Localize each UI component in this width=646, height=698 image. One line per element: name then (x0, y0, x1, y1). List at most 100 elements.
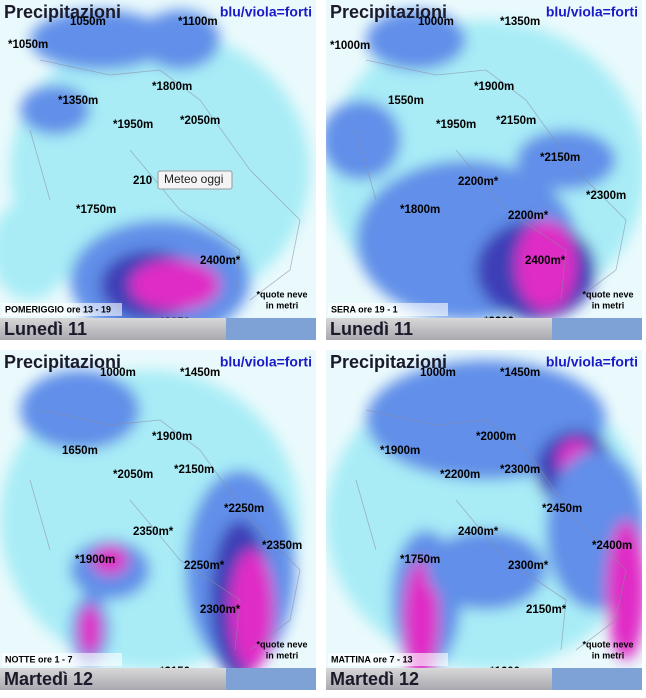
panel-legend: blu/viola=forti (546, 354, 638, 370)
snow-level-label: *1900m (380, 445, 420, 457)
period-label: NOTTE ore 1 - 7 (5, 654, 73, 664)
snow-note: in metri (592, 650, 625, 660)
panel-legend: blu/viola=forti (220, 4, 312, 20)
snow-note: in metri (592, 300, 625, 310)
map-panel: Precipitazioni blu/viola=forti 1000m *1450m… (326, 350, 642, 690)
precipitation-area (20, 85, 90, 135)
precipitation-field (326, 360, 642, 680)
snow-level-label: *1450m (180, 367, 220, 379)
snow-level-label: 2200m* (458, 176, 499, 188)
precipitation-area (426, 530, 546, 610)
snow-level-label: *2200m (440, 469, 480, 481)
snow-level-label: 2400m* (525, 255, 566, 267)
coastline (29, 409, 301, 651)
snow-note: *quote neve (582, 639, 633, 649)
panel-legend: blu/viola=forti (546, 4, 638, 20)
snow-level-label: 2400m* (200, 255, 241, 267)
snow-level-label: 2150m* (526, 604, 567, 616)
snow-note: *quote neve (582, 289, 633, 299)
snow-level-label: *1900m (152, 431, 192, 443)
panel-title: Precipitazioni (330, 2, 447, 22)
precipitation-area (78, 605, 102, 655)
snow-note: *quote neve (256, 289, 307, 299)
snow-level-label: *1900m (75, 554, 115, 566)
period-label: POMERIGGIO ore 13 - 19 (5, 304, 111, 314)
day-label: Lunedì 11 (330, 319, 413, 339)
precipitation-area (516, 220, 576, 310)
period-box (328, 303, 448, 316)
precipitation-area (516, 130, 616, 190)
map-panel: Precipitazioni blu/viola=forti 1000m *1450m… (0, 350, 316, 690)
snow-note: in metri (266, 300, 299, 310)
snow-level-label: 1550m (388, 95, 424, 107)
snow-level-label: *1750m (400, 554, 440, 566)
precipitation-area (403, 560, 439, 680)
snow-level-label: *2300m (500, 464, 540, 476)
snow-level-label: *2150m (496, 115, 536, 127)
precipitation-field (0, 10, 310, 340)
snow-level-label: 2300m* (200, 604, 241, 616)
precipitation-area (326, 100, 401, 180)
period-box (2, 303, 122, 316)
snow-level-label: *2150m (540, 152, 580, 164)
snow-level-label: 1000m (100, 367, 136, 379)
snow-level-label: *2150m (174, 464, 214, 476)
snow-level-label: *1350m (58, 95, 98, 107)
coastline (29, 59, 301, 301)
tooltip-box (157, 170, 233, 190)
snow-level-label: *2250m (224, 503, 264, 515)
snow-level-label: *1750m (76, 204, 116, 216)
precipitation-field (326, 10, 642, 320)
precipitation-area (130, 260, 220, 310)
snow-level-label: *1950m (436, 119, 476, 131)
snow-level-label: *1800m (400, 204, 440, 216)
panel-title: Precipitazioni (4, 352, 121, 372)
panel-title: Precipitazioni (4, 2, 121, 22)
precipitation-area (92, 545, 128, 575)
precipitation-field (0, 370, 300, 680)
coastline (355, 409, 627, 651)
period-box (2, 653, 122, 666)
snow-level-label: *1050m (8, 39, 48, 51)
snow-level-label: *2300m (586, 190, 626, 202)
map-panel: Precipitazioni blu/viola=forti 1000m *1350m… (326, 0, 642, 340)
snow-level-label: 1050m (70, 16, 106, 28)
snow-level-label: 1000m (420, 367, 456, 379)
coastline (355, 59, 627, 301)
snow-level-label: *2400m (592, 540, 632, 552)
snow-level-label: *1800m (152, 81, 192, 93)
snow-level-label: *2050m (180, 115, 220, 127)
snow-level-label: 2200m* (508, 210, 549, 222)
snow-level-label: 2300m* (508, 560, 549, 572)
snow-level-label: *1950m (113, 119, 153, 131)
tooltip: Meteo oggi (164, 172, 223, 186)
map-panel: Precipitazioni blu/viola=forti 1050m *1100m… (0, 0, 316, 340)
precipitation-area (0, 200, 70, 300)
period-box (328, 653, 448, 666)
precipitation-area (366, 10, 466, 70)
day-bar-accent (226, 318, 316, 340)
snow-level-label: 2350m* (133, 526, 174, 538)
day-bar-accent (552, 318, 642, 340)
precipitation-area (606, 520, 642, 660)
snow-level-label: *2000m (476, 431, 516, 443)
snow-level-label: 2250m* (184, 560, 225, 572)
snow-level-label: 210 (133, 175, 152, 187)
period-label: SERA ore 19 - 1 (331, 304, 398, 314)
snow-level-label: *1100m (178, 16, 218, 28)
snow-level-label: *2050m (113, 469, 153, 481)
day-label: Martedì 12 (4, 669, 93, 689)
day-bar-accent (552, 668, 642, 690)
snow-level-label: *1450m (500, 367, 540, 379)
period-label: MATTINA ore 7 - 13 (331, 654, 413, 664)
precipitation-area (20, 370, 140, 450)
day-label: Martedì 12 (330, 669, 419, 689)
snow-level-label: *2350m (262, 540, 302, 552)
panel-title: Precipitazioni (330, 352, 447, 372)
snow-level-label: *1350m (500, 16, 540, 28)
snow-note: in metri (266, 650, 299, 660)
precipitation-area (140, 10, 220, 70)
snow-level-label: *2450m (542, 503, 582, 515)
snow-level-label: *1900m (474, 81, 514, 93)
